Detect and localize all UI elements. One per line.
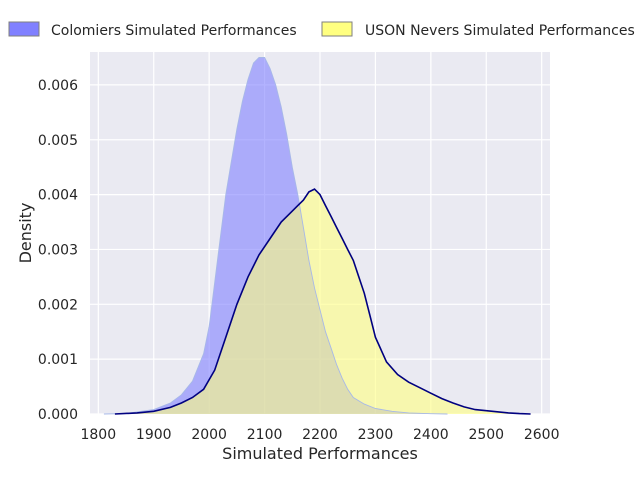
legend-label-colomiers: Colomiers Simulated Performances (51, 23, 297, 39)
x-tick-label: 2300 (358, 427, 394, 443)
x-tick-label: 2600 (524, 427, 560, 443)
x-tick-label: 1800 (80, 427, 116, 443)
x-tick-label: 2000 (191, 427, 227, 443)
y-tick-label: 0.003 (38, 242, 78, 258)
x-axis-label: Simulated Performances (222, 444, 418, 463)
y-tick-label: 0.005 (38, 133, 78, 149)
y-tick-label: 0.004 (38, 188, 78, 204)
density-area-uson-nevers (114, 189, 531, 414)
x-tick-label: 2400 (413, 427, 449, 443)
y-tick-label: 0.002 (38, 297, 78, 313)
x-tick-label: 2200 (302, 427, 338, 443)
y-tick-label: 0.001 (38, 352, 78, 368)
y-tick-label: 0.006 (38, 78, 78, 94)
x-tick-label: 2500 (468, 427, 504, 443)
y-tick-labels: 0.000 0.001 0.002 0.003 0.004 0.005 0.006 (38, 78, 78, 423)
legend-label-uson-nevers: USON Nevers Simulated Performances (365, 23, 635, 39)
series-layer (103, 57, 531, 415)
x-tick-label: 1900 (136, 427, 172, 443)
x-tick-label: 2100 (247, 427, 283, 443)
legend-swatch-colomiers (8, 21, 40, 37)
y-axis-label: Density (16, 203, 35, 264)
x-tick-labels: 1800 1900 2000 2100 2200 2300 2400 2500 2600 (80, 427, 559, 443)
density-line-uson-nevers (114, 188, 531, 415)
legend-swatch-uson-nevers (321, 21, 353, 37)
y-tick-label: 0.000 (38, 407, 78, 423)
legend: Colomiers Simulated Performances USON Ne… (8, 21, 635, 39)
density-line-colomiers (103, 57, 448, 415)
